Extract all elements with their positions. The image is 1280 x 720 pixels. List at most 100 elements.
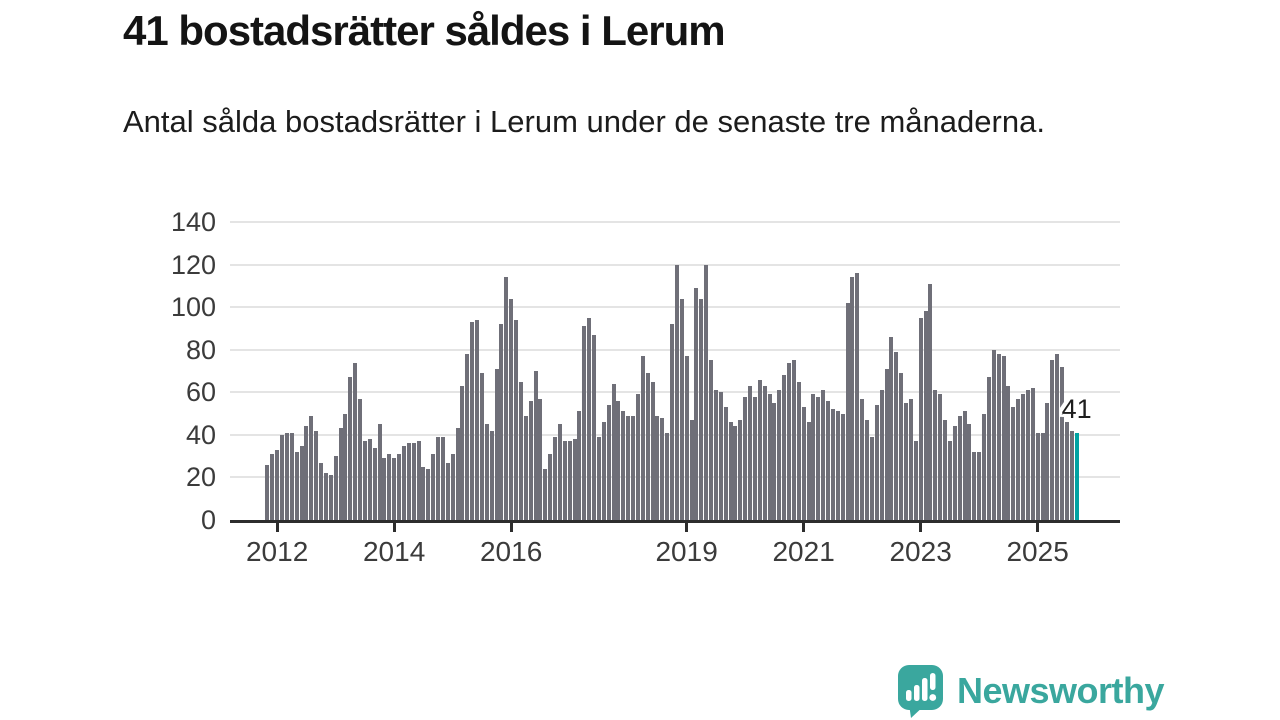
bar xyxy=(674,264,679,520)
bar xyxy=(1001,356,1006,520)
bar xyxy=(323,473,328,520)
bar xyxy=(704,264,709,520)
last-value-annotation: 41 xyxy=(1061,393,1092,424)
bar xyxy=(977,451,982,520)
bar xyxy=(728,422,733,520)
bar xyxy=(830,409,835,520)
bar xyxy=(1050,360,1055,520)
bar xyxy=(645,373,650,520)
y-tick-label-140: 140 xyxy=(170,207,216,237)
bar xyxy=(840,413,845,520)
bar xyxy=(548,454,553,520)
x-tick-2025 xyxy=(1036,523,1040,532)
bar xyxy=(699,298,704,520)
bar xyxy=(640,356,645,520)
bar xyxy=(860,398,865,520)
bar xyxy=(328,475,333,520)
bar xyxy=(484,424,489,520)
bar xyxy=(616,400,621,520)
bar xyxy=(1040,432,1045,520)
bar xyxy=(913,441,918,520)
x-axis: 2012 2014 2016 2019 2021 2023 2025 xyxy=(230,520,1120,580)
bar xyxy=(933,390,938,520)
bar xyxy=(362,441,367,520)
x-tick-2021 xyxy=(802,523,806,532)
bar xyxy=(592,334,597,520)
bar xyxy=(284,432,289,520)
bar xyxy=(655,415,660,520)
bar xyxy=(879,390,884,520)
bar xyxy=(392,458,397,520)
bar xyxy=(855,273,860,520)
bar xyxy=(582,326,587,520)
bar xyxy=(777,390,782,520)
bar xyxy=(723,407,728,520)
bar xyxy=(757,379,762,520)
bar xyxy=(869,437,874,520)
bar xyxy=(850,277,855,520)
bar xyxy=(1055,353,1060,520)
bar xyxy=(796,381,801,520)
bar xyxy=(952,426,957,520)
bar xyxy=(772,402,777,520)
bar xyxy=(431,454,436,520)
bar xyxy=(567,441,572,520)
bar xyxy=(387,454,392,520)
bar xyxy=(572,439,577,520)
bar xyxy=(918,317,923,520)
bar xyxy=(670,324,675,520)
bar xyxy=(1035,432,1040,520)
bar xyxy=(426,468,431,520)
bar xyxy=(928,283,933,520)
bar xyxy=(923,311,928,520)
bar xyxy=(743,396,748,520)
bar xyxy=(543,468,548,520)
bar xyxy=(450,454,455,520)
bar xyxy=(343,413,348,520)
bar xyxy=(957,415,962,520)
bar xyxy=(299,445,304,520)
bar xyxy=(899,373,904,520)
bar xyxy=(382,458,387,520)
bar xyxy=(445,462,450,520)
x-tick-label-2025: 2025 xyxy=(1006,536,1069,567)
y-tick-label-100: 100 xyxy=(170,292,216,323)
bar xyxy=(499,324,504,520)
bar xyxy=(762,385,767,520)
bar xyxy=(626,415,631,520)
bar xyxy=(377,424,382,520)
y-tick-label-60: 60 xyxy=(185,377,216,408)
bar xyxy=(967,424,972,520)
bar xyxy=(528,400,533,520)
bar xyxy=(280,434,285,520)
y-tick-label-20: 20 xyxy=(185,462,216,493)
bar xyxy=(514,319,519,520)
bar xyxy=(440,437,445,520)
newsworthy-logo-icon xyxy=(898,665,943,718)
bar xyxy=(767,394,772,520)
bar xyxy=(811,394,816,520)
bar-current-highlighted xyxy=(1074,432,1079,520)
bar xyxy=(874,405,879,520)
bar xyxy=(991,349,996,520)
bar xyxy=(748,385,753,520)
bar xyxy=(509,298,514,520)
bar xyxy=(1030,388,1035,520)
bar xyxy=(416,441,421,520)
x-tick-label-2019: 2019 xyxy=(655,536,718,567)
bar xyxy=(1006,385,1011,520)
x-tick-2014 xyxy=(392,523,396,532)
bar xyxy=(962,411,967,520)
bar xyxy=(801,407,806,520)
bar xyxy=(865,419,870,520)
bar xyxy=(889,336,894,520)
bar xyxy=(504,277,509,520)
bar xyxy=(733,426,738,520)
bar xyxy=(1060,366,1065,520)
bar xyxy=(996,353,1001,520)
bar xyxy=(835,411,840,520)
bar xyxy=(338,428,343,520)
bar xyxy=(782,375,787,520)
bar xyxy=(718,392,723,520)
